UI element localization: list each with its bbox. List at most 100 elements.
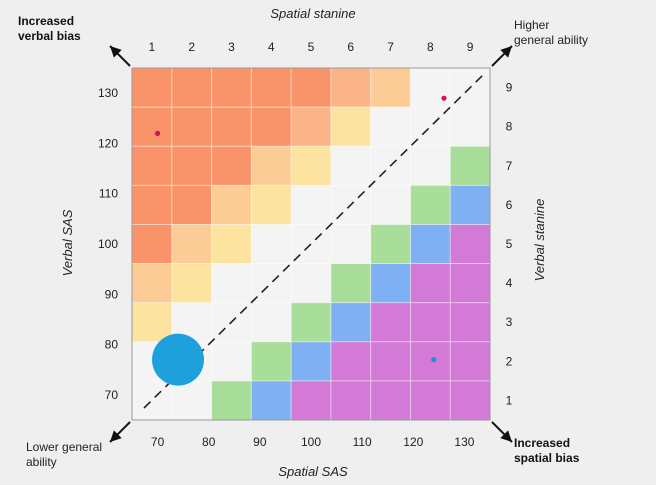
grid-cell	[132, 107, 173, 147]
grid-cell	[370, 185, 411, 225]
grid-cell	[410, 302, 451, 343]
data-point	[441, 95, 447, 101]
y-tick-left: 70	[105, 388, 119, 402]
arrow-bottom-right-head	[500, 430, 512, 442]
x-tick-bottom: 130	[454, 435, 474, 449]
grid-cell	[132, 68, 173, 108]
x-tick-top: 2	[188, 40, 195, 54]
x-tick-bottom: 120	[403, 435, 423, 449]
grid-cell	[251, 185, 292, 225]
grid-cell	[410, 224, 451, 264]
grid-cell	[211, 146, 252, 186]
grid-cell	[330, 341, 372, 382]
grid-cell	[370, 341, 411, 382]
grid-cell	[330, 302, 372, 343]
x-tick-top: 7	[387, 40, 394, 54]
x-axis-bottom-label: Spatial SAS	[278, 464, 348, 479]
grid-cell	[450, 185, 491, 225]
grid-cell	[251, 302, 292, 343]
y-tick-right: 9	[506, 81, 513, 95]
x-tick-top: 6	[347, 40, 354, 54]
grid-cell	[291, 263, 332, 304]
x-tick-bottom: 80	[202, 435, 216, 449]
grid-cell	[330, 380, 372, 421]
grid-cell	[410, 68, 451, 108]
grid-cell	[410, 380, 451, 421]
y-tick-left: 90	[105, 287, 119, 301]
corner-label-bottom-right: Increased spatial bias	[514, 436, 580, 465]
grid-cell	[132, 185, 173, 225]
y-tick-right: 2	[506, 354, 513, 368]
corner-arrows	[109, 45, 513, 443]
grid-cell	[450, 341, 491, 382]
y-tick-right: 8	[506, 120, 513, 134]
x-tick-top: 4	[268, 40, 275, 54]
corner-label-top-right: Higher general ability	[514, 18, 589, 47]
grid-cell	[211, 107, 252, 147]
y-tick-right: 4	[506, 276, 513, 290]
y-tick-left: 100	[98, 237, 118, 251]
grid-cell	[410, 146, 451, 186]
grid-cell	[450, 107, 491, 147]
y-axis-right-label: Verbal stanine	[532, 199, 547, 282]
grid-cell	[251, 224, 292, 264]
grid-cell	[330, 68, 372, 108]
corner-label-bottom-left: Lower general ability	[26, 440, 103, 469]
data-point-large	[152, 333, 205, 386]
grid-cell	[211, 185, 252, 225]
grid-cell	[450, 146, 491, 186]
grid-cell	[211, 263, 252, 304]
x-tick-bottom: 70	[151, 435, 165, 449]
x-tick-top: 9	[467, 40, 474, 54]
grid-cell	[291, 68, 332, 108]
grid-cell	[171, 107, 212, 147]
grid-cell	[132, 146, 173, 186]
grid-cells	[132, 68, 491, 421]
y-tick-right: 6	[506, 198, 513, 212]
grid-cell	[450, 224, 491, 264]
grid-cell	[251, 341, 292, 382]
grid-cell	[291, 302, 332, 343]
grid-cell	[450, 302, 491, 343]
grid-cell	[330, 146, 372, 186]
y-tick-left: 130	[98, 86, 118, 100]
x-tick-top: 3	[228, 40, 235, 54]
grid-cell	[211, 341, 252, 382]
x-tick-top: 8	[427, 40, 434, 54]
tick-labels: 70 80 90 100 110 120 130 1 2 3 4 5 6 7 8 9 70 80 90 100 110 1…	[98, 40, 513, 449]
grid-cell	[370, 224, 411, 264]
y-tick-left: 120	[98, 136, 118, 150]
y-tick-left: 110	[99, 187, 118, 201]
grid-cell	[211, 68, 252, 108]
data-point	[431, 357, 437, 363]
grid-cell	[370, 302, 411, 343]
plot-frame	[131, 67, 491, 421]
grid-cell	[410, 185, 451, 225]
y-tick-right: 3	[506, 315, 513, 329]
x-tick-bottom: 100	[301, 435, 321, 449]
grid-cell	[132, 380, 173, 421]
grid-cell	[370, 263, 411, 304]
x-tick-bottom: 90	[253, 435, 267, 449]
data-point	[154, 130, 161, 136]
grid-cell	[330, 107, 372, 147]
data-points	[152, 95, 447, 386]
corner-label-top-left: Increased verbal bias	[18, 14, 81, 43]
grid-cell	[291, 146, 332, 186]
x-tick-top: 5	[308, 40, 315, 54]
grid-cell	[171, 380, 212, 421]
y-tick-left: 80	[105, 338, 119, 352]
grid-cell	[291, 341, 332, 382]
grid-cell	[291, 380, 332, 421]
arrow-top-right-head	[500, 46, 512, 58]
arrow-bottom-left-head	[110, 430, 122, 442]
grid-cell	[251, 107, 292, 147]
grid-cell	[132, 302, 173, 343]
grid-cell	[251, 146, 292, 186]
arrow-top-left-head	[110, 46, 122, 58]
grid-cell	[291, 107, 332, 147]
grid-cell	[171, 68, 212, 108]
grid-cell	[450, 380, 491, 421]
